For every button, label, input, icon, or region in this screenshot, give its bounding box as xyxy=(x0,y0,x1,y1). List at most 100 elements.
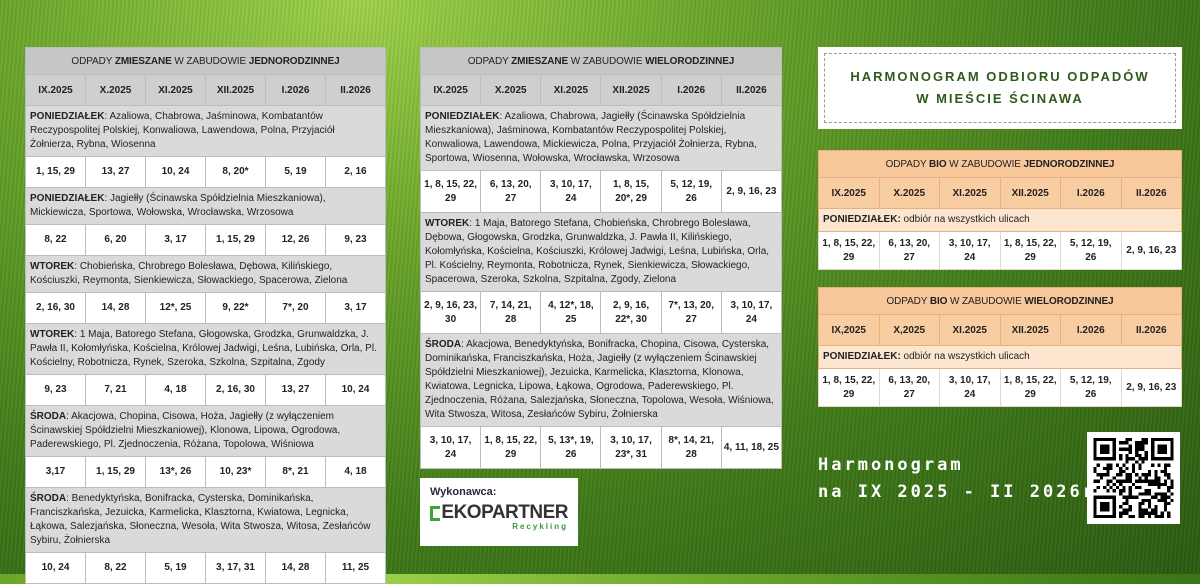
street-list: : Akacjowa, Chopina, Cisowa, Hoża, Jagie… xyxy=(30,411,341,450)
pickup-dates: 1, 15, 29 xyxy=(85,456,146,488)
weekday: PONIEDZIAŁEK xyxy=(30,193,105,204)
table-title-part: ZMIESZANE xyxy=(114,55,172,67)
table-title-row: ODPADY ZMIESZANE W ZABUDOWIE JEDNORODZIN… xyxy=(25,47,386,75)
pickup-dates: 7, 14, 21, 28 xyxy=(480,291,542,334)
month-header: XII.2025 xyxy=(999,177,1061,209)
street-list: : Chobieńska, Chrobrego Bolesława, Dębow… xyxy=(30,261,348,286)
pickup-dates: 4, 18 xyxy=(325,456,386,488)
streets-cell: WTOREK: 1 Maja, Batorego Stefana, Głogow… xyxy=(25,323,386,375)
month-header: XI.2025 xyxy=(540,74,602,106)
pickup-dates: 8, 22 xyxy=(85,552,146,584)
pickup-dates: 1, 15, 29 xyxy=(25,156,86,188)
table-title-part: W ZABUDOWIE xyxy=(171,55,249,67)
weekday: ŚRODA xyxy=(425,339,462,350)
dates-row: 9, 23 7, 21 4, 18 2, 16, 30 13, 27 10, 24 xyxy=(25,374,386,406)
street-list: : Azaliowa, Chabrowa, Jaśminowa, Kombata… xyxy=(30,111,335,150)
pickup-dates: 3, 17, 31 xyxy=(205,552,266,584)
pickup-dates: 2, 9, 16, 23 xyxy=(720,170,783,213)
pickup-dates: 9, 23 xyxy=(325,224,386,256)
streets-row: WTOREK: 1 Maja, Batorego Stefana, Chobie… xyxy=(420,212,782,292)
month-header: I.2026 xyxy=(265,74,326,106)
streets-cell: PONIEDZIAŁEK: Azaliowa, Chabrowa, Jaśmin… xyxy=(25,105,386,157)
pickup-dates: 13*, 26 xyxy=(145,456,206,488)
streets-cell: ŚRODA: Benedyktyńska, Bonifracka, Cyster… xyxy=(25,487,386,553)
month-header: IX,2025 xyxy=(818,314,880,346)
table-title-part: JEDNORODZINNEJ xyxy=(248,55,340,67)
month-header: II.2026 xyxy=(1120,177,1182,209)
street-list: odbiór na wszystkich ulicach xyxy=(900,214,1030,225)
period-text: Harmonogram na IX 2025 - II 2026r. xyxy=(818,452,1109,506)
weekday: WTOREK xyxy=(30,329,75,340)
weekday: PONIEDZIAŁEK: xyxy=(823,214,901,225)
qr-code[interactable] xyxy=(1087,432,1180,524)
street-list: : 1 Maja, Batorego Stefana, Chobieńska, … xyxy=(425,218,770,285)
weekday: ŚRODA xyxy=(30,411,67,422)
month-header: X.2025 xyxy=(480,74,542,106)
pickup-dates: 7, 21 xyxy=(85,374,146,406)
pickup-dates: 10, 23* xyxy=(205,456,266,488)
month-header: XI.2025 xyxy=(939,314,1001,346)
month-header: XII.2025 xyxy=(600,74,662,106)
pickup-dates: 2, 16, 30 xyxy=(25,292,86,324)
dates-row: 1, 8, 15, 22, 29 6, 13, 20, 27 3, 10, 17, … xyxy=(818,368,1182,407)
streets-cell: ŚRODA: Akacjowa, Chopina, Cisowa, Hoża, … xyxy=(25,405,386,457)
pickup-dates: 5, 12, 19, 26 xyxy=(1060,368,1122,407)
month-header: X.2025 xyxy=(878,177,940,209)
month-header: II.2026 xyxy=(325,74,386,106)
table-title-part: W ZABUDOWIE xyxy=(946,158,1024,170)
pickup-dates: 12, 26 xyxy=(265,224,326,256)
table-title-part: ODPADY xyxy=(71,55,115,67)
pickup-dates: 14, 28 xyxy=(85,292,146,324)
streets-row: ŚRODA: Akacjowa, Benedyktyńska, Bonifrac… xyxy=(420,333,782,427)
logo-subtext: Recykling xyxy=(512,522,568,531)
street-list: : Akacjowa, Benedyktyńska, Bonifracka, C… xyxy=(425,339,774,420)
table-title-row: ODPADY BIO W ZABUDOWIE JEDNORODZINNEJ xyxy=(818,150,1182,178)
pickup-dates: 3, 17 xyxy=(325,292,386,324)
month-header-row: IX,2025 X,2025 XI.2025 XII.2025 I.2026 II.202… xyxy=(818,314,1182,346)
pickup-dates: 5, 12, 19, 26 xyxy=(660,170,722,213)
pickup-dates: 1, 8, 15, 22, 29 xyxy=(999,231,1061,270)
pickup-dates: 4, 12*, 18, 25 xyxy=(540,291,602,334)
pickup-dates: 3, 10, 17, 24 xyxy=(720,291,783,334)
pickup-dates: 6, 13, 20, 27 xyxy=(480,170,542,213)
pickup-dates: 9, 22* xyxy=(205,292,266,324)
pickup-dates: 3, 10, 17, 24 xyxy=(939,231,1001,270)
month-header: XII.2025 xyxy=(205,74,266,106)
pickup-dates: 5, 13*, 19, 26 xyxy=(540,426,602,469)
pickup-dates: 3, 10, 17, 23*, 31 xyxy=(600,426,662,469)
month-header: X,2025 xyxy=(878,314,940,346)
table-title-part: WIELORODZINNEJ xyxy=(1024,295,1114,307)
table-title-part: ODPADY xyxy=(467,55,512,67)
table-title-part: WIELORODZINNEJ xyxy=(645,55,735,67)
streets-cell: PONIEDZIAŁEK: odbiór na wszystkich ulica… xyxy=(818,345,1182,369)
period-line1: Harmonogram xyxy=(818,455,964,475)
streets-row: PONIEDZIAŁEK: Azaliowa, Chabrowa, Jaśmin… xyxy=(25,105,386,157)
streets-row: PONIEDZIAŁEK: odbiór na wszystkich ulica… xyxy=(818,345,1182,369)
dates-row: 3,17 1, 15, 29 13*, 26 10, 23* 8*, 21 4, 18 xyxy=(25,456,386,488)
pickup-dates: 2, 16 xyxy=(325,156,386,188)
streets-cell: PONIEDZIAŁEK: Azaliowa, Chabrowa, Jagieł… xyxy=(420,105,782,171)
pickup-dates: 6, 13, 20, 27 xyxy=(878,368,940,407)
pickup-dates: 3, 10, 17, 24 xyxy=(419,426,482,469)
pickup-dates: 1, 8, 15, 22, 29 xyxy=(818,231,880,270)
month-header: I.2026 xyxy=(1060,314,1122,346)
dates-row: 8, 22 6, 20 3, 17 1, 15, 29 12, 26 9, 23 xyxy=(25,224,386,256)
logo-mark-icon xyxy=(430,505,441,521)
weekday: WTOREK xyxy=(425,218,470,229)
table-bio-single-family: ODPADY BIO W ZABUDOWIE JEDNORODZINNEJ IX.… xyxy=(818,150,1182,270)
weekday: WTOREK xyxy=(30,261,75,272)
table-title: ODPADY BIO W ZABUDOWIE WIELORODZINNEJ xyxy=(818,287,1182,315)
street-list: : Azaliowa, Chabrowa, Jagiełły (Ścinawsk… xyxy=(425,111,757,164)
streets-cell: PONIEDZIAŁEK: Jagiełły (Ścinawska Spółdz… xyxy=(25,187,386,225)
dates-row: 2, 9, 16, 23, 30 7, 14, 21, 28 4, 12*, 18,… xyxy=(419,291,783,334)
month-header: I.2026 xyxy=(1060,177,1122,209)
street-list: : 1 Maja, Batorego Stefana, Głogowska, G… xyxy=(30,329,377,368)
streets-row: ŚRODA: Akacjowa, Chopina, Cisowa, Hoża, … xyxy=(25,405,386,457)
table-mixed-multi-family: ODPADY ZMIESZANE W ZABUDOWIE WIELORODZIN… xyxy=(419,47,783,469)
pickup-dates: 11, 25 xyxy=(325,552,386,584)
pickup-dates: 2, 9, 16, 23 xyxy=(1120,368,1182,407)
qr-code-icon xyxy=(1093,438,1174,518)
dates-row: 2, 16, 30 14, 28 12*, 25 9, 22* 7*, 20 3, 17 xyxy=(25,292,386,324)
pickup-dates: 7*, 13, 20, 27 xyxy=(660,291,722,334)
pickup-dates: 8*, 21 xyxy=(265,456,326,488)
